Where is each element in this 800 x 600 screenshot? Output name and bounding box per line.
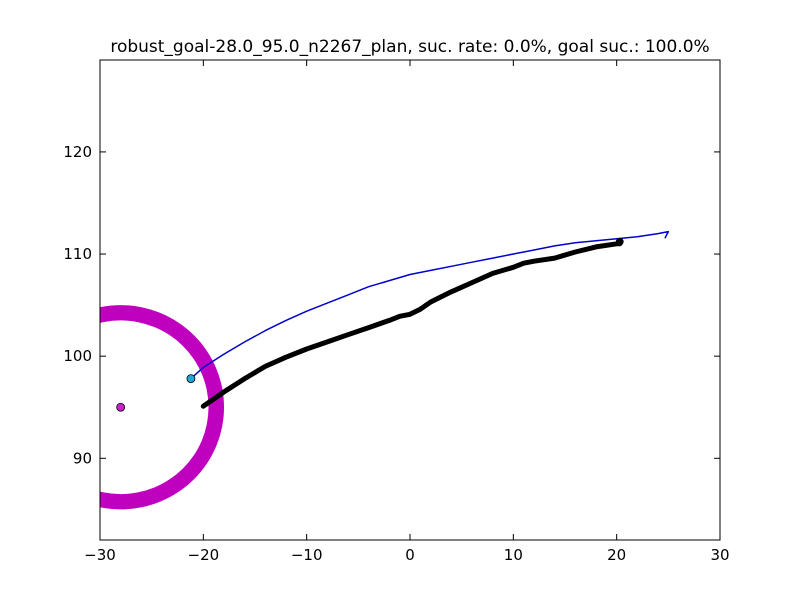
y-tick-label: 90 <box>73 449 92 467</box>
x-tick-label: 10 <box>504 546 523 564</box>
axes: −30 −20 −10 0 10 20 30 90 100 110 120 <box>63 59 730 564</box>
x-tick-label: −10 <box>291 546 323 564</box>
goal-ring <box>100 305 224 510</box>
executed-trajectory-line <box>200 241 623 409</box>
start-marker <box>186 374 196 384</box>
y-tick-label: 100 <box>63 347 92 365</box>
x-tick-label: 20 <box>607 546 626 564</box>
chart-title: robust_goal-28.0_95.0_n2267_plan, suc. r… <box>110 37 709 57</box>
end-marker <box>615 237 624 246</box>
planned-trajectory-line <box>190 230 670 380</box>
x-tick-label: 30 <box>710 546 729 564</box>
goal-marker <box>116 402 126 412</box>
x-tick-label: −20 <box>188 546 220 564</box>
x-tick-label: −30 <box>84 546 116 564</box>
y-tick-label: 110 <box>63 245 92 263</box>
plot-area <box>100 230 670 510</box>
x-tick-label: 0 <box>405 546 415 564</box>
y-tick-label: 120 <box>63 143 92 161</box>
